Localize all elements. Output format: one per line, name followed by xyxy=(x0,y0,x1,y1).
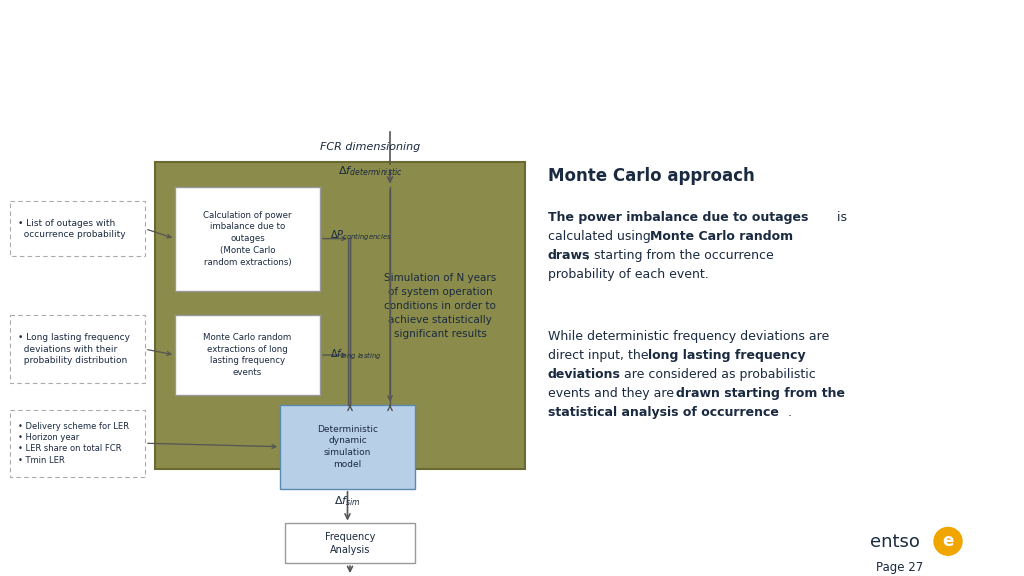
Text: $\Delta f_{sim}$: $\Delta f_{sim}$ xyxy=(334,494,360,507)
Text: e: e xyxy=(942,532,953,550)
Text: $\Delta f_{long\ lasting}$: $\Delta f_{long\ lasting}$ xyxy=(330,348,382,362)
Text: .: . xyxy=(788,406,792,419)
Text: direct input, the: direct input, the xyxy=(548,349,652,362)
Text: $\Delta P_{contingencies}$: $\Delta P_{contingencies}$ xyxy=(330,229,392,244)
Text: Frequency
Analysis: Frequency Analysis xyxy=(325,532,375,555)
Text: The power imbalance due to outages: The power imbalance due to outages xyxy=(548,211,808,225)
Text: Deterministic
dynamic
simulation
model: Deterministic dynamic simulation model xyxy=(317,425,378,469)
Text: Calculation of power
imbalance due to
outages
(Monte Carlo
random extractions): Calculation of power imbalance due to ou… xyxy=(203,211,292,267)
Bar xyxy=(175,187,319,291)
Bar xyxy=(280,404,415,489)
Text: $\Delta f_{deterministic}$: $\Delta f_{deterministic}$ xyxy=(338,164,402,177)
Text: are considered as probabilistic: are considered as probabilistic xyxy=(620,368,816,381)
Text: probability of each event.: probability of each event. xyxy=(548,268,709,281)
Text: is: is xyxy=(833,211,847,225)
Text: Monte Carlo random
extractions of long
lasting frequency
events: Monte Carlo random extractions of long l… xyxy=(204,333,292,377)
Bar xyxy=(285,524,415,563)
Text: Page 27: Page 27 xyxy=(877,561,924,574)
Bar xyxy=(155,162,525,469)
Text: • Long lasting frequency
  deviations with their
  probability distribution: • Long lasting frequency deviations with… xyxy=(18,333,130,365)
Text: draws: draws xyxy=(548,249,591,262)
Circle shape xyxy=(934,528,962,555)
Text: FCR dimensioning: FCR dimensioning xyxy=(319,142,420,152)
Bar xyxy=(175,316,319,395)
Text: events and they are: events and they are xyxy=(548,386,678,400)
Text: CBA Methodology Proposal: CBA Methodology Proposal xyxy=(23,34,446,62)
Bar xyxy=(10,316,145,383)
Text: Simulation of N years
of system operation
conditions in order to
achieve statist: Simulation of N years of system operatio… xyxy=(384,272,496,339)
Text: calculated using: calculated using xyxy=(548,230,654,243)
Text: While deterministic frequency deviations are: While deterministic frequency deviations… xyxy=(548,330,829,343)
Text: drawn starting from the: drawn starting from the xyxy=(676,386,845,400)
Text: Monte Carlo approach: Monte Carlo approach xyxy=(23,81,268,101)
Text: • Delivery scheme for LER
• Horizon year
• LER share on total FCR
• Tmin LER: • Delivery scheme for LER • Horizon year… xyxy=(18,422,129,465)
Text: long lasting frequency: long lasting frequency xyxy=(648,349,806,362)
Text: statistical analysis of occurrence: statistical analysis of occurrence xyxy=(548,406,779,419)
Text: Monte Carlo approach: Monte Carlo approach xyxy=(548,167,755,185)
Text: deviations: deviations xyxy=(548,368,621,381)
Text: entso: entso xyxy=(870,533,920,551)
Bar xyxy=(10,202,145,256)
Bar xyxy=(10,410,145,477)
Text: • List of outages with
  occurrence probability: • List of outages with occurrence probab… xyxy=(18,218,126,239)
Text: , starting from the occurrence: , starting from the occurrence xyxy=(586,249,774,262)
Text: Monte Carlo random: Monte Carlo random xyxy=(650,230,794,243)
